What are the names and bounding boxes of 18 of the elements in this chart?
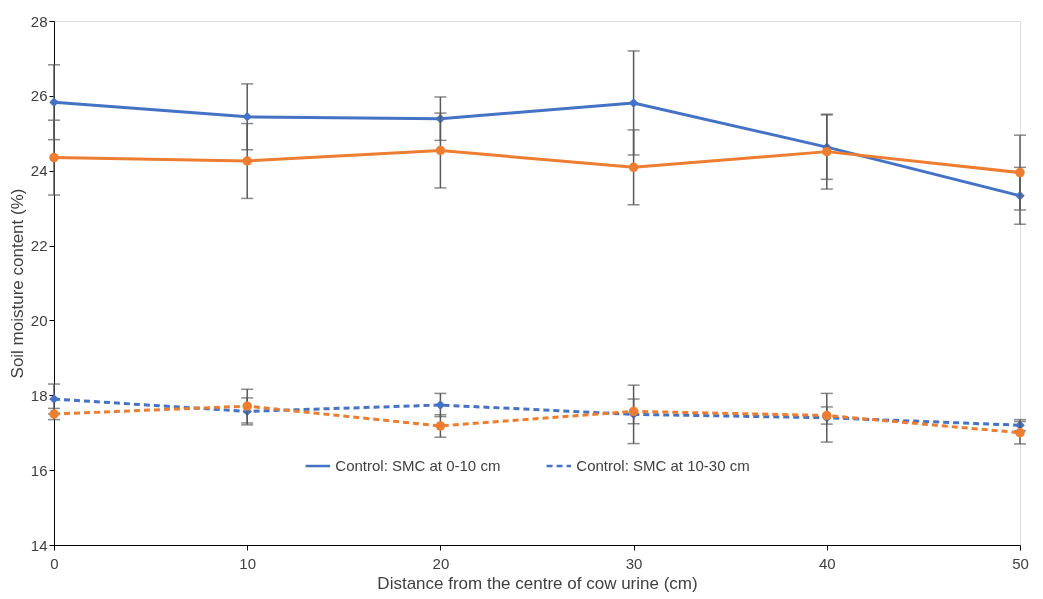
legend-label: Control: SMC at 0-10 cm bbox=[335, 457, 501, 475]
x-tick-label: 0 bbox=[50, 554, 59, 572]
y-tick-label: 22 bbox=[30, 237, 48, 255]
x-tick-label: 40 bbox=[818, 554, 836, 572]
x-axis-title: Distance from the centre of cow urine (cm) bbox=[377, 573, 698, 593]
y-tick-label: 20 bbox=[30, 311, 48, 329]
y-tick-label: 18 bbox=[30, 386, 48, 404]
x-tick-label: 50 bbox=[1012, 554, 1029, 572]
y-axis-title: Soil moisture content (%) bbox=[7, 188, 27, 379]
y-tick-label: 26 bbox=[30, 87, 48, 105]
y-tick-label: 24 bbox=[30, 162, 48, 180]
x-tick-label: 20 bbox=[432, 554, 450, 572]
x-tick-label: 10 bbox=[239, 554, 257, 572]
x-tick-label: 30 bbox=[625, 554, 643, 572]
legend-label: Control: SMC at 10-30 cm bbox=[576, 457, 750, 475]
y-tick-label: 14 bbox=[30, 536, 48, 554]
y-tick-label: 28 bbox=[30, 12, 48, 30]
y-tick-label: 16 bbox=[30, 461, 48, 479]
